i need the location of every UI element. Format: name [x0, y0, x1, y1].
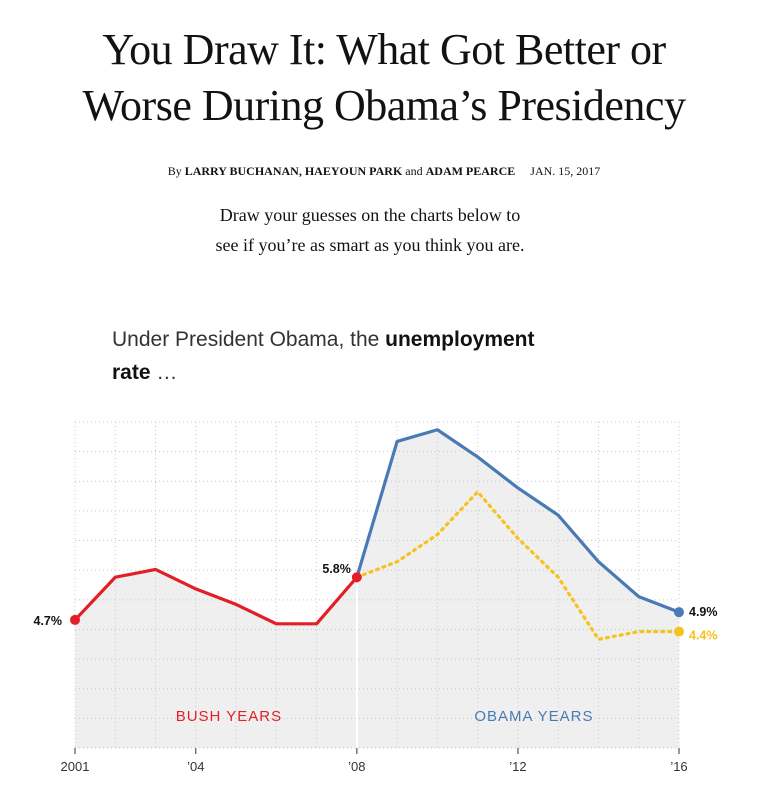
obama-years-label: OBAMA YEARS: [474, 708, 593, 725]
you-draw-it-chart[interactable]: 4.7% 5.8% 4.9% 4.4% BUSH YEARS OBAMA YEA…: [0, 405, 768, 797]
start-value-label: 4.7%: [34, 614, 63, 628]
dek: Draw your guesses on the charts below to…: [170, 200, 570, 260]
x-tick-label: ’04: [187, 759, 204, 774]
start-point: [70, 615, 80, 625]
prompt-suffix: …: [156, 361, 177, 384]
x-tick-label: ’08: [348, 759, 365, 774]
headline-line-2: Worse During Obama’s Presidency: [0, 78, 768, 134]
dek-line-2: see if you’re as smart as you think you …: [170, 230, 570, 260]
obama-end-value-label: 4.9%: [689, 605, 718, 619]
chart-prompt: Under President Obama, the unemployment …: [112, 323, 602, 389]
headline: You Draw It: What Got Better or Worse Du…: [0, 22, 768, 134]
byline: By LARRY BUCHANAN, HAEYOUN PARK and ADAM…: [0, 164, 768, 179]
byline-prefix: By: [168, 164, 182, 178]
x-axis-ticks: 2001 ’04 ’08 ’12 ’16: [61, 748, 688, 774]
byline-and: and: [405, 164, 422, 178]
prompt-bold-unemployment: unemployment: [385, 328, 534, 351]
publish-date: JAN. 15, 2017: [530, 164, 600, 178]
byline-names[interactable]: LARRY BUCHANAN, HAEYOUN PARK: [185, 164, 403, 178]
bush-end-value-label: 5.8%: [322, 562, 351, 576]
byline-last-author[interactable]: ADAM PEARCE: [426, 164, 516, 178]
x-tick-label: ’16: [670, 759, 687, 774]
bush-end-point: [352, 572, 362, 582]
x-tick-label: ’12: [509, 759, 526, 774]
bush-years-label: BUSH YEARS: [176, 708, 282, 725]
guess-end-point: [674, 627, 684, 637]
x-tick-label: 2001: [61, 759, 90, 774]
prompt-prefix: Under President Obama, the: [112, 328, 379, 351]
prompt-bold-rate: rate: [112, 361, 151, 384]
obama-end-point: [674, 607, 684, 617]
headline-line-1: You Draw It: What Got Better or: [0, 22, 768, 78]
guess-end-value-label: 4.4%: [689, 629, 718, 643]
dek-line-1: Draw your guesses on the charts below to: [170, 200, 570, 230]
